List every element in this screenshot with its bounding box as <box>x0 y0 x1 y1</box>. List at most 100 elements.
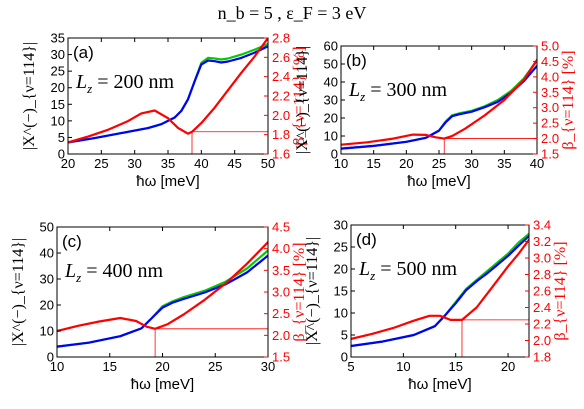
x-tick-label: 20 <box>155 359 169 374</box>
panel-label: (b) <box>346 51 367 70</box>
x-tick-label: 15 <box>366 156 380 171</box>
y-right-tick-label: 2.6 <box>533 284 551 299</box>
y-right-tick-label: 2.0 <box>272 328 290 343</box>
y-left-tick-label: 20 <box>324 111 338 126</box>
panel-label: (d) <box>356 230 377 249</box>
series-line-red <box>68 38 268 144</box>
panel-b: 10 15 20 25 30 35 4001020304050601.52.02.53.03… <box>294 39 577 191</box>
x-axis-label: ħω [meV] <box>407 173 470 190</box>
y-right-tick-label: 4.5 <box>272 220 290 235</box>
y-right-tick-label: 3.0 <box>272 285 290 300</box>
series-group <box>351 232 529 348</box>
y-left-tick-label: 30 <box>51 47 65 62</box>
y-left-tick-label: 20 <box>51 80 65 95</box>
series-group <box>68 38 268 144</box>
series-line-red <box>341 58 537 146</box>
y-right-tick-label: 2.0 <box>533 333 551 348</box>
y-right-tick-label: 2.5 <box>541 116 559 131</box>
x-tick-label: 40 <box>530 156 544 171</box>
y-right-tick-label: 4.0 <box>272 241 290 256</box>
y-right-tick-label: 2.4 <box>272 69 290 84</box>
y-right-axis-label: β_{ν=114} [%] <box>291 46 308 145</box>
x-tick-label: 15 <box>448 359 462 374</box>
x-tick-label: 30 <box>127 156 141 171</box>
x-tick-label: 20 <box>399 156 413 171</box>
panel-c: 10 15 20 25 30010203040501.52.02.53.03.54.04… <box>10 220 308 394</box>
y-left-tick-label: 10 <box>51 113 65 128</box>
panel-annotation: Lz = 400 nm <box>64 260 163 285</box>
y-right-tick-label: 2.8 <box>533 267 551 282</box>
x-tick-label: 35 <box>497 156 511 171</box>
y-left-tick-label: 10 <box>324 129 338 144</box>
y-right-tick-label: 1.5 <box>541 147 559 162</box>
panel-label: (c) <box>62 232 82 251</box>
y-right-tick-label: 4.5 <box>541 54 559 69</box>
x-tick-label: 25 <box>208 359 222 374</box>
series-line-blue <box>57 254 268 348</box>
y-right-tick-label: 2.4 <box>533 300 551 315</box>
y-right-tick-label: 3.5 <box>541 85 559 100</box>
y-right-tick-label: 1.8 <box>533 350 551 365</box>
y-right-tick-label: 2.0 <box>272 108 290 123</box>
y-left-tick-label: 30 <box>334 218 348 233</box>
y-left-tick-label: 35 <box>51 31 65 46</box>
y-left-tick-label: 10 <box>334 306 348 321</box>
y-left-tick-label: 5 <box>341 328 348 343</box>
x-tick-label: 35 <box>161 156 175 171</box>
x-tick-label: 15 <box>103 359 117 374</box>
y-left-tick-label: 10 <box>40 324 54 339</box>
panel-annotation: Lz = 200 nm <box>75 71 174 96</box>
x-tick-label: 25 <box>432 156 446 171</box>
x-tick-label: 20 <box>501 359 515 374</box>
series-line-blue <box>68 45 268 144</box>
y-left-tick-label: 50 <box>324 57 338 72</box>
y-left-axis-label: |X^(−)_{ν=114}| <box>10 238 27 346</box>
x-axis-label: ħω [meV] <box>131 376 194 393</box>
y-right-tick-label: 1.5 <box>272 350 290 365</box>
y-right-tick-label: 1.6 <box>272 147 290 162</box>
y-left-tick-label: 25 <box>51 64 65 79</box>
y-right-axis-label: β_{ν=114} [%] <box>552 241 569 340</box>
panel-annotation: Lz = 300 nm <box>348 79 447 104</box>
x-tick-label: 10 <box>50 359 64 374</box>
x-tick-label: 10 <box>396 359 410 374</box>
x-tick-label: 10 <box>334 156 348 171</box>
y-right-tick-label: 2.2 <box>272 89 290 104</box>
series-line-green <box>341 59 537 150</box>
y-left-tick-label: 15 <box>51 97 65 112</box>
x-axis-label: ħω [meV] <box>408 376 471 393</box>
y-left-tick-label: 40 <box>40 246 54 261</box>
y-left-tick-label: 5 <box>58 130 65 145</box>
y-left-tick-label: 0 <box>58 147 65 162</box>
y-right-tick-label: 3.0 <box>533 251 551 266</box>
x-tick-label: 20 <box>61 156 75 171</box>
y-right-tick-label: 3.2 <box>533 234 551 249</box>
y-left-tick-label: 0 <box>47 350 54 365</box>
y-left-tick-label: 50 <box>40 220 54 235</box>
y-right-tick-label: 2.0 <box>541 131 559 146</box>
series-line-red <box>351 238 529 340</box>
y-left-tick-label: 0 <box>341 350 348 365</box>
y-left-tick-label: 60 <box>324 39 338 54</box>
y-left-tick-label: 30 <box>40 272 54 287</box>
y-right-axis-label: β_{ν=114} [%] <box>560 50 577 149</box>
x-tick-label: 5 <box>347 359 354 374</box>
series-group <box>57 241 268 348</box>
y-right-tick-label: 5.0 <box>541 39 559 54</box>
y-right-tick-label: 3.4 <box>533 218 551 233</box>
y-left-tick-label: 30 <box>324 93 338 108</box>
series-line-red <box>57 241 268 333</box>
series-group <box>341 58 537 150</box>
y-left-tick-label: 0 <box>331 147 338 162</box>
x-tick-label: 30 <box>261 359 275 374</box>
y-left-axis-label: |X^(−)_{ν=114}| <box>21 42 38 150</box>
series-line-green <box>351 232 529 348</box>
y-right-tick-label: 4.0 <box>541 69 559 84</box>
figure-suptitle: n_b = 5 , ε_F = 3 eV <box>218 3 367 23</box>
y-right-tick-label: 3.0 <box>541 100 559 115</box>
y-left-tick-label: 15 <box>334 284 348 299</box>
y-left-tick-label: 25 <box>334 240 348 255</box>
y-left-tick-label: 40 <box>324 75 338 90</box>
panel-label: (a) <box>73 43 94 62</box>
